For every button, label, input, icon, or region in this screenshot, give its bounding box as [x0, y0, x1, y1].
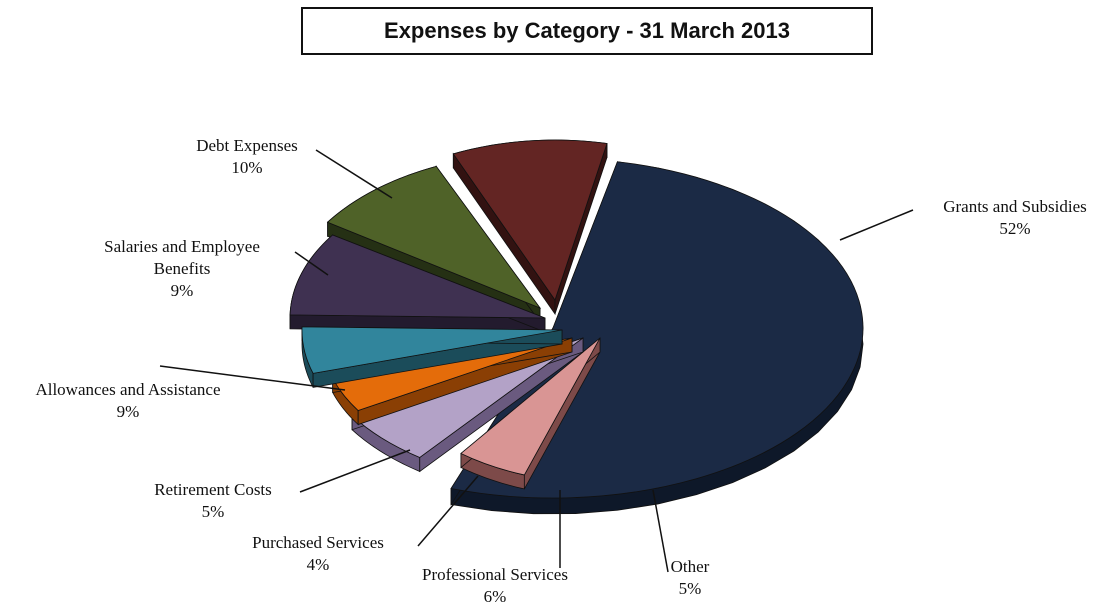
percent-label-grants-and-subsidies: 52% [999, 219, 1030, 238]
category-label-grants-and-subsidies: Grants and Subsidies [943, 197, 1087, 216]
category-label-salaries-and-employee-benefits: Salaries and Employee [104, 237, 260, 256]
category-label-purchased-services: Purchased Services [252, 533, 384, 552]
slice-top [460, 337, 601, 476]
category-label-debt-expenses: Debt Expenses [196, 136, 298, 155]
leader-line-purchased-services [417, 475, 479, 547]
category-label-allowances-and-assistance: Allowances and Assistance [35, 380, 220, 399]
percent-label-retirement-costs: 5% [202, 502, 225, 521]
percent-label-professional-services: 6% [484, 587, 507, 606]
category-label-other: Other [671, 557, 710, 576]
slice-debt-expenses [452, 139, 608, 316]
slice-top [301, 326, 563, 374]
leader-line-other [652, 489, 669, 573]
percent-label-purchased-services: 4% [307, 555, 330, 574]
percent-label-debt-expenses: 10% [231, 158, 262, 177]
leader-line-salaries-and-employee-benefits [294, 251, 329, 276]
slice-top [326, 165, 542, 309]
percent-label-allowances-and-assistance: 9% [117, 402, 140, 421]
leader-line-retirement-costs [299, 449, 411, 493]
percent-label-salaries-and-employee-benefits: 9% [171, 281, 194, 300]
percent-label-other: 5% [679, 579, 702, 598]
category-label-retirement-costs: Retirement Costs [154, 480, 272, 499]
leader-line-debt-expenses [315, 149, 393, 199]
slice-other [460, 337, 601, 490]
category-label-salaries-and-employee-benefits: Benefits [154, 259, 211, 278]
slice-top [452, 139, 608, 301]
slice-top [289, 234, 546, 319]
chart-title: Expenses by Category - 31 March 2013 [301, 7, 873, 55]
slice-retirement-costs [301, 326, 563, 388]
leader-line-grants-and-subsidies [839, 209, 914, 241]
category-label-professional-services: Professional Services [422, 565, 568, 584]
leader-line-allowances-and-assistance [159, 365, 346, 391]
